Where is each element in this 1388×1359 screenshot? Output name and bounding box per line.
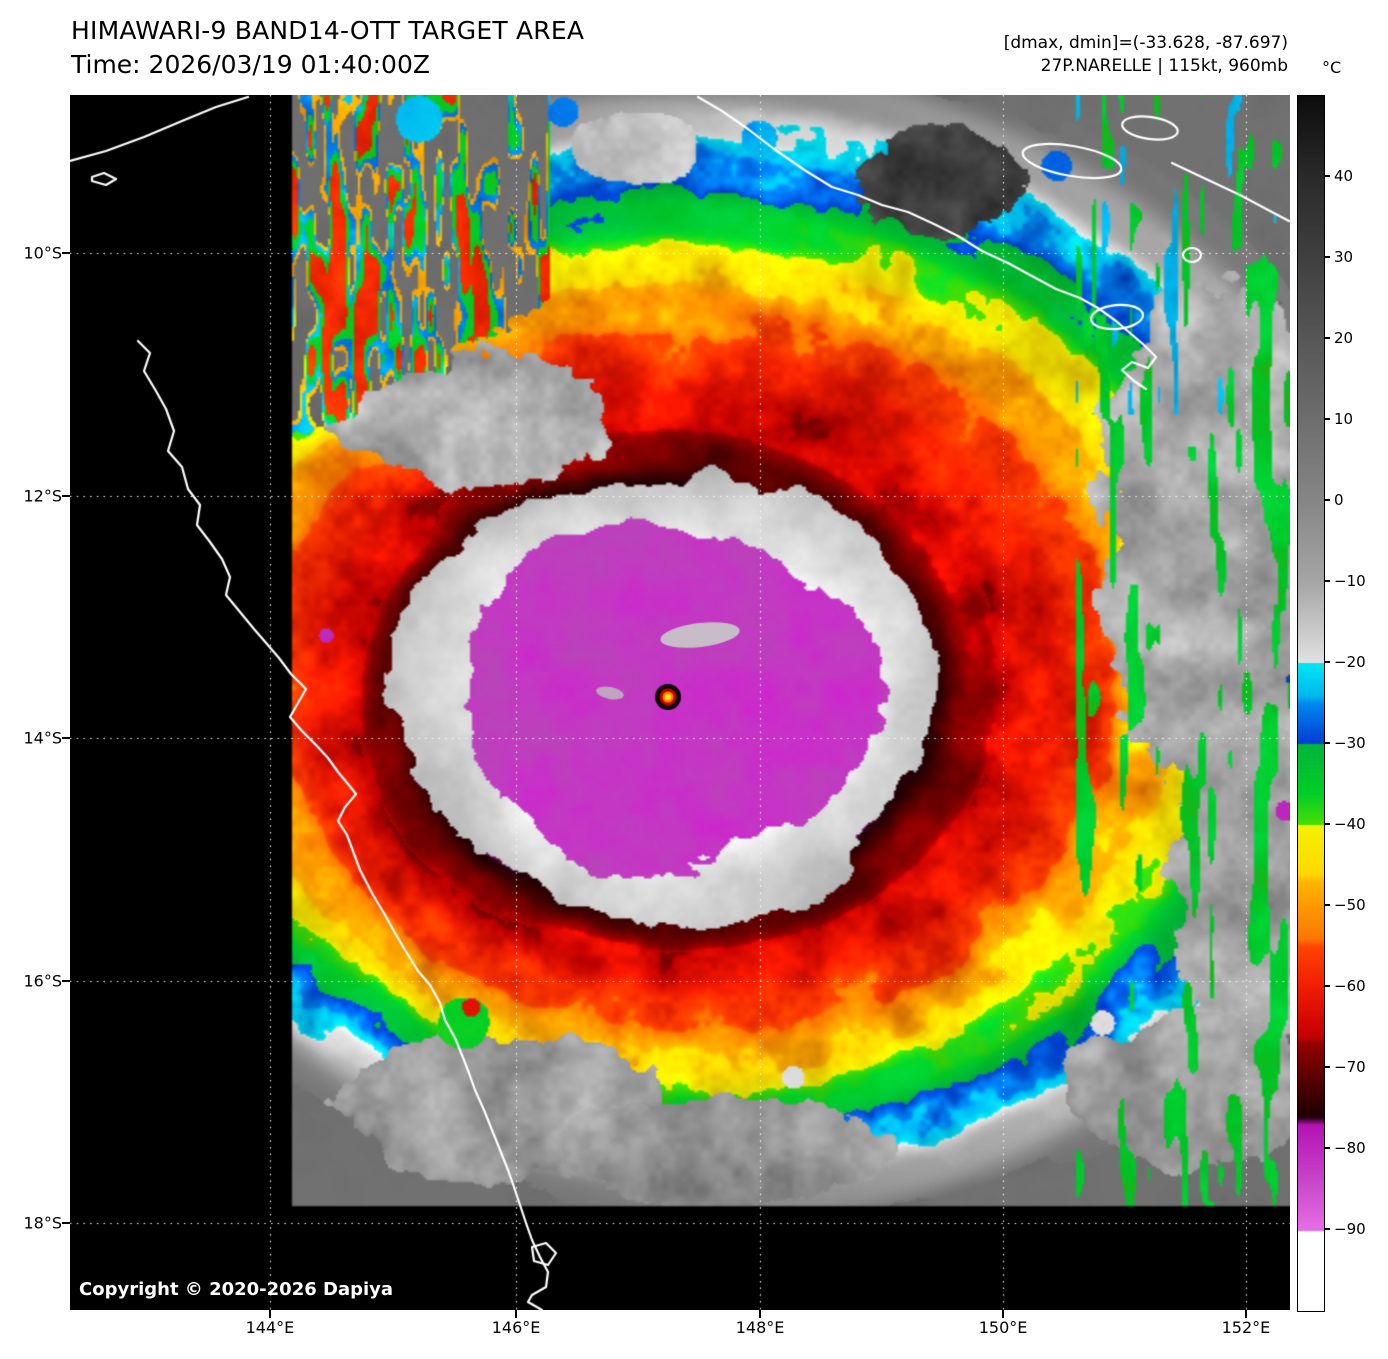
colorbar-tick-mark [1325,984,1330,987]
colorbar-tick-mark [1325,418,1330,421]
temperature-colorbar [1297,95,1325,1312]
y-axis-tick-mark [62,1222,70,1225]
colorbar-tick-label: 20 [1334,329,1354,347]
satellite-map-canvas [70,95,1290,1310]
x-axis-tick-label: 148°E [735,1318,785,1337]
colorbar-tick-label: −40 [1334,815,1366,833]
y-axis-tick-label: 18°S [23,1213,62,1233]
x-axis-tick-mark [1002,1310,1005,1318]
colorbar-tick-label: −50 [1334,896,1366,915]
header-left: HIMAWARI-9 BAND14-OTT TARGET AREA Time: … [71,16,584,79]
colorbar-tick-label: −70 [1334,1058,1366,1076]
colorbar-tick-label: −80 [1334,1139,1366,1158]
colorbar-tick-mark [1325,904,1330,907]
colorbar-tick-mark [1325,255,1330,258]
colorbar-tick-mark [1325,175,1330,178]
colorbar-tick-mark [1325,1147,1330,1150]
copyright-watermark: Copyright © 2020-2026 Dapiya [79,1279,394,1300]
colorbar-tick-mark [1325,823,1330,825]
colorbar-tick-label: 0 [1334,490,1344,509]
y-axis-tick-mark [62,251,70,254]
y-axis-tick-mark [62,979,70,982]
x-axis-tick-mark [268,1310,271,1318]
colorbar-tick-label: −30 [1334,733,1366,752]
colorbar-tick-label: 10 [1334,410,1354,429]
colorbar-tick-mark [1325,1227,1330,1230]
y-axis-tick-mark [62,494,70,497]
x-axis-tick-mark [515,1310,518,1318]
colorbar-tick-mark [1325,337,1330,339]
colorbar-tick-label: 40 [1334,167,1354,186]
colorbar-unit-label: °C [1322,58,1342,77]
y-axis-tick-mark [62,737,70,740]
storm-intensity-readout: 27P.NARELLE | 115kt, 960mb [1040,56,1288,76]
x-axis-tick-label: 144°E [245,1318,295,1337]
y-axis-tick-label: 10°S [23,243,62,263]
colorbar-tick-mark [1325,498,1330,501]
y-axis-tick-label: 16°S [23,971,62,991]
colorbar-tick-label: −20 [1334,653,1366,672]
y-axis-tick-label: 12°S [23,486,62,506]
colorbar-tick-mark [1325,741,1330,744]
x-axis-tick-mark [1244,1310,1247,1318]
colorbar-tick-mark [1325,1066,1330,1068]
y-axis-tick-label: 14°S [23,728,62,748]
colorbar-tick-mark [1325,661,1330,664]
colorbar-tick-label: −10 [1334,572,1366,590]
x-axis-tick-label: 146°E [491,1318,541,1337]
colorbar-tick-label: 30 [1334,247,1354,266]
colorbar-tick-label: −60 [1334,976,1366,995]
x-axis-tick-label: 152°E [1221,1318,1271,1337]
colorbar-tick-mark [1325,580,1330,582]
product-timestamp: Time: 2026/03/19 01:40:00Z [71,50,430,79]
x-axis-tick-mark [759,1310,762,1318]
colorbar-tick-label: −90 [1334,1219,1366,1238]
header-right: [dmax, dmin]=(-33.628, -87.697) 27P.NARE… [1004,32,1288,78]
product-title: HIMAWARI-9 BAND14-OTT TARGET AREA [71,16,585,45]
x-axis-tick-label: 150°E [978,1318,1028,1337]
dmax-dmin-readout: [dmax, dmin]=(-33.628, -87.697) [1003,33,1288,53]
